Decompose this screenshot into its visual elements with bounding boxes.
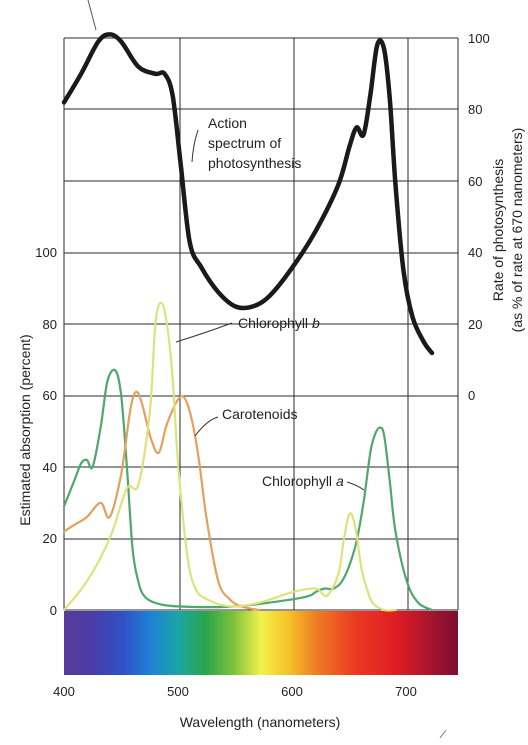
chlorophyll-b-label: Chlorophyll b bbox=[238, 315, 320, 331]
action-label-line1: Action bbox=[208, 115, 247, 131]
carotenoids-label: Carotenoids bbox=[222, 406, 298, 422]
series-chlorophyll-b bbox=[62, 301, 397, 612]
series-action-spectrum bbox=[61, 32, 435, 356]
right-tick-40: 40 bbox=[468, 245, 482, 260]
leader-chl-b bbox=[175, 322, 233, 343]
right-tick-0: 0 bbox=[468, 388, 475, 403]
series-carotenoids bbox=[62, 390, 260, 612]
right-axis-title-line1: Rate of photosynthesis bbox=[490, 159, 506, 301]
x-tick-500: 500 bbox=[167, 684, 189, 699]
x-ticks: 400 500 600 700 bbox=[53, 684, 417, 699]
left-tick-60: 60 bbox=[43, 388, 57, 403]
x-tick-400: 400 bbox=[53, 684, 75, 699]
left-tick-40: 40 bbox=[43, 460, 57, 475]
leader-action bbox=[191, 129, 199, 163]
x-tick-600: 600 bbox=[281, 684, 303, 699]
left-tick-20: 20 bbox=[43, 531, 57, 546]
action-label-line3: photosynthesis bbox=[208, 155, 301, 171]
left-tick-80: 80 bbox=[43, 317, 57, 332]
x-axis-title: Wavelength (nanometers) bbox=[180, 714, 341, 730]
annotation-leaders bbox=[175, 129, 365, 491]
stray-line bbox=[87, 0, 97, 31]
series-chlorophyll-a bbox=[62, 368, 434, 612]
right-tick-60: 60 bbox=[468, 174, 482, 189]
right-tick-100: 100 bbox=[468, 31, 490, 46]
right-ticks: 0 20 40 60 80 100 bbox=[468, 31, 490, 403]
grid bbox=[63, 37, 459, 611]
right-tick-80: 80 bbox=[468, 102, 482, 117]
right-axis-title-line2: (as % of rate at 670 nanometers) bbox=[509, 128, 525, 333]
x-tick-700: 700 bbox=[395, 684, 417, 699]
left-tick-0: 0 bbox=[50, 603, 57, 618]
left-ticks: 0 20 40 60 80 100 bbox=[35, 245, 57, 618]
stray-mark bbox=[439, 729, 447, 739]
chlorophyll-a-label: Chlorophyll a bbox=[262, 473, 344, 489]
left-tick-100: 100 bbox=[35, 245, 57, 260]
leader-chl-a bbox=[346, 481, 365, 491]
spectrum-bar bbox=[64, 611, 458, 675]
leader-carotenoids bbox=[194, 416, 219, 437]
action-label-line2: spectrum of bbox=[208, 135, 281, 151]
right-tick-20: 20 bbox=[468, 317, 482, 332]
left-axis-title: Estimated absorption (percent) bbox=[17, 334, 33, 525]
